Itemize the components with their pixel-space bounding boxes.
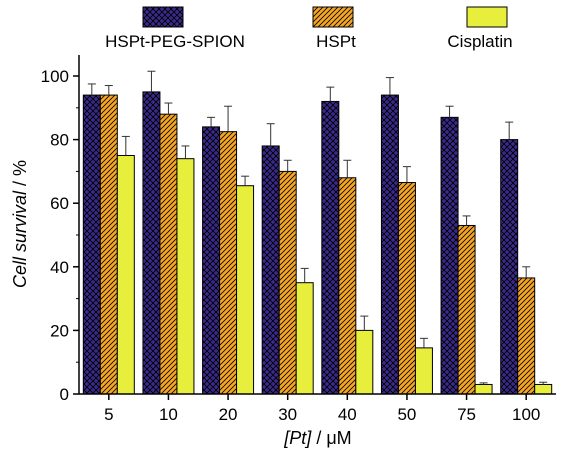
x-tick-label: 10 — [159, 405, 178, 424]
y-tick-label: 100 — [41, 67, 69, 86]
x-tick-label: 20 — [219, 405, 238, 424]
error-bar-hspt-10 — [164, 102, 173, 115]
plot-area — [82, 70, 553, 395]
error-bar-hspt-peg-spion-75 — [445, 105, 454, 118]
bar-cisplatin-100 — [534, 383, 553, 395]
error-bar-hspt-peg-spion-50 — [385, 77, 394, 96]
x-axis-title: [Pt] / μM — [283, 428, 351, 448]
bar-cisplatin-30 — [295, 282, 314, 395]
legend-label: Cisplatin — [447, 32, 512, 51]
bar-hspt-peg-spion-10 — [142, 91, 161, 395]
error-bar-cisplatin-100 — [539, 381, 548, 385]
bar-cisplatin-10 — [176, 158, 195, 395]
error-bar-cisplatin-20 — [241, 175, 250, 186]
error-bar-hspt-75 — [462, 215, 471, 226]
error-bar-hspt-peg-spion-40 — [326, 86, 335, 102]
legend: HSPt-PEG-SPION HSPt Cisplatin — [105, 6, 513, 51]
axes — [78, 55, 556, 395]
error-bar-cisplatin-40 — [360, 315, 369, 331]
bar-hspt-5 — [99, 94, 118, 395]
error-bar-cisplatin-30 — [300, 267, 309, 283]
bar-hspt-100 — [517, 277, 536, 395]
y-axis-title: Cell survival / % — [10, 160, 30, 288]
bar-cisplatin-5 — [116, 155, 135, 395]
legend-item-cisplatin: Cisplatin — [447, 6, 513, 51]
error-bar-hspt-20 — [224, 105, 233, 132]
bar-hspt-peg-spion-75 — [440, 116, 459, 395]
x-tick-label: 50 — [397, 405, 416, 424]
x-tick-label: 100 — [512, 405, 540, 424]
bar-hspt-peg-spion-30 — [261, 145, 280, 395]
bar-hspt-40 — [338, 177, 357, 395]
y-tick-label: 80 — [50, 131, 69, 150]
error-bar-hspt-100 — [522, 266, 531, 278]
bar-hspt-75 — [457, 224, 476, 395]
bar-hspt-peg-spion-5 — [82, 94, 101, 395]
legend-item-hspt: HSPt — [312, 6, 356, 51]
legend-item-hspt-peg-spion: HSPt-PEG-SPION — [105, 6, 245, 51]
y-tick-label: 60 — [50, 194, 69, 213]
error-bar-hspt-peg-spion-30 — [266, 123, 275, 146]
bar-cisplatin-75 — [474, 383, 493, 395]
error-bar-hspt-peg-spion-20 — [207, 116, 216, 127]
bar-cisplatin-50 — [414, 347, 433, 395]
bar-hspt-50 — [397, 182, 416, 395]
error-bar-hspt-5 — [104, 85, 113, 96]
x-tick-label: 5 — [104, 405, 113, 424]
error-bar-hspt-30 — [283, 159, 292, 172]
x-ticks: 5 10 20 30 40 50 75 100 — [104, 394, 540, 424]
legend-label: HSPt-PEG-SPION — [105, 32, 245, 51]
error-bar-cisplatin-5 — [121, 135, 130, 156]
error-bar-cisplatin-75 — [479, 382, 488, 385]
bar-hspt-20 — [219, 131, 238, 395]
legend-swatch — [466, 6, 508, 28]
bar-hspt-peg-spion-100 — [500, 139, 519, 395]
y-tick-label: 20 — [50, 321, 69, 340]
x-tick-label: 30 — [278, 405, 297, 424]
error-bar-hspt-peg-spion-5 — [87, 83, 96, 96]
error-bar-cisplatin-50 — [419, 337, 428, 348]
bar-hspt-peg-spion-20 — [202, 126, 221, 395]
legend-swatch — [142, 6, 184, 28]
legend-label: HSPt — [316, 32, 356, 51]
bar-cisplatin-40 — [355, 329, 374, 395]
bar-hspt-30 — [278, 170, 297, 395]
error-bar-cisplatin-10 — [181, 145, 190, 159]
bar-hspt-peg-spion-50 — [380, 94, 399, 395]
bar-hspt-peg-spion-40 — [321, 100, 340, 395]
bar-cisplatin-20 — [236, 185, 255, 395]
bar-hspt-10 — [159, 113, 178, 395]
y-tick-label: 0 — [60, 385, 69, 404]
error-bar-hspt-50 — [402, 166, 411, 183]
y-ticks: 0 20 40 60 80 100 — [41, 67, 79, 404]
error-bar-hspt-peg-spion-10 — [147, 70, 156, 92]
error-bar-hspt-peg-spion-100 — [505, 121, 514, 140]
y-tick-label: 40 — [50, 258, 69, 277]
legend-swatch — [312, 6, 354, 28]
x-tick-label: 40 — [338, 405, 357, 424]
x-tick-label: 75 — [457, 405, 476, 424]
error-bar-hspt-40 — [343, 159, 352, 178]
